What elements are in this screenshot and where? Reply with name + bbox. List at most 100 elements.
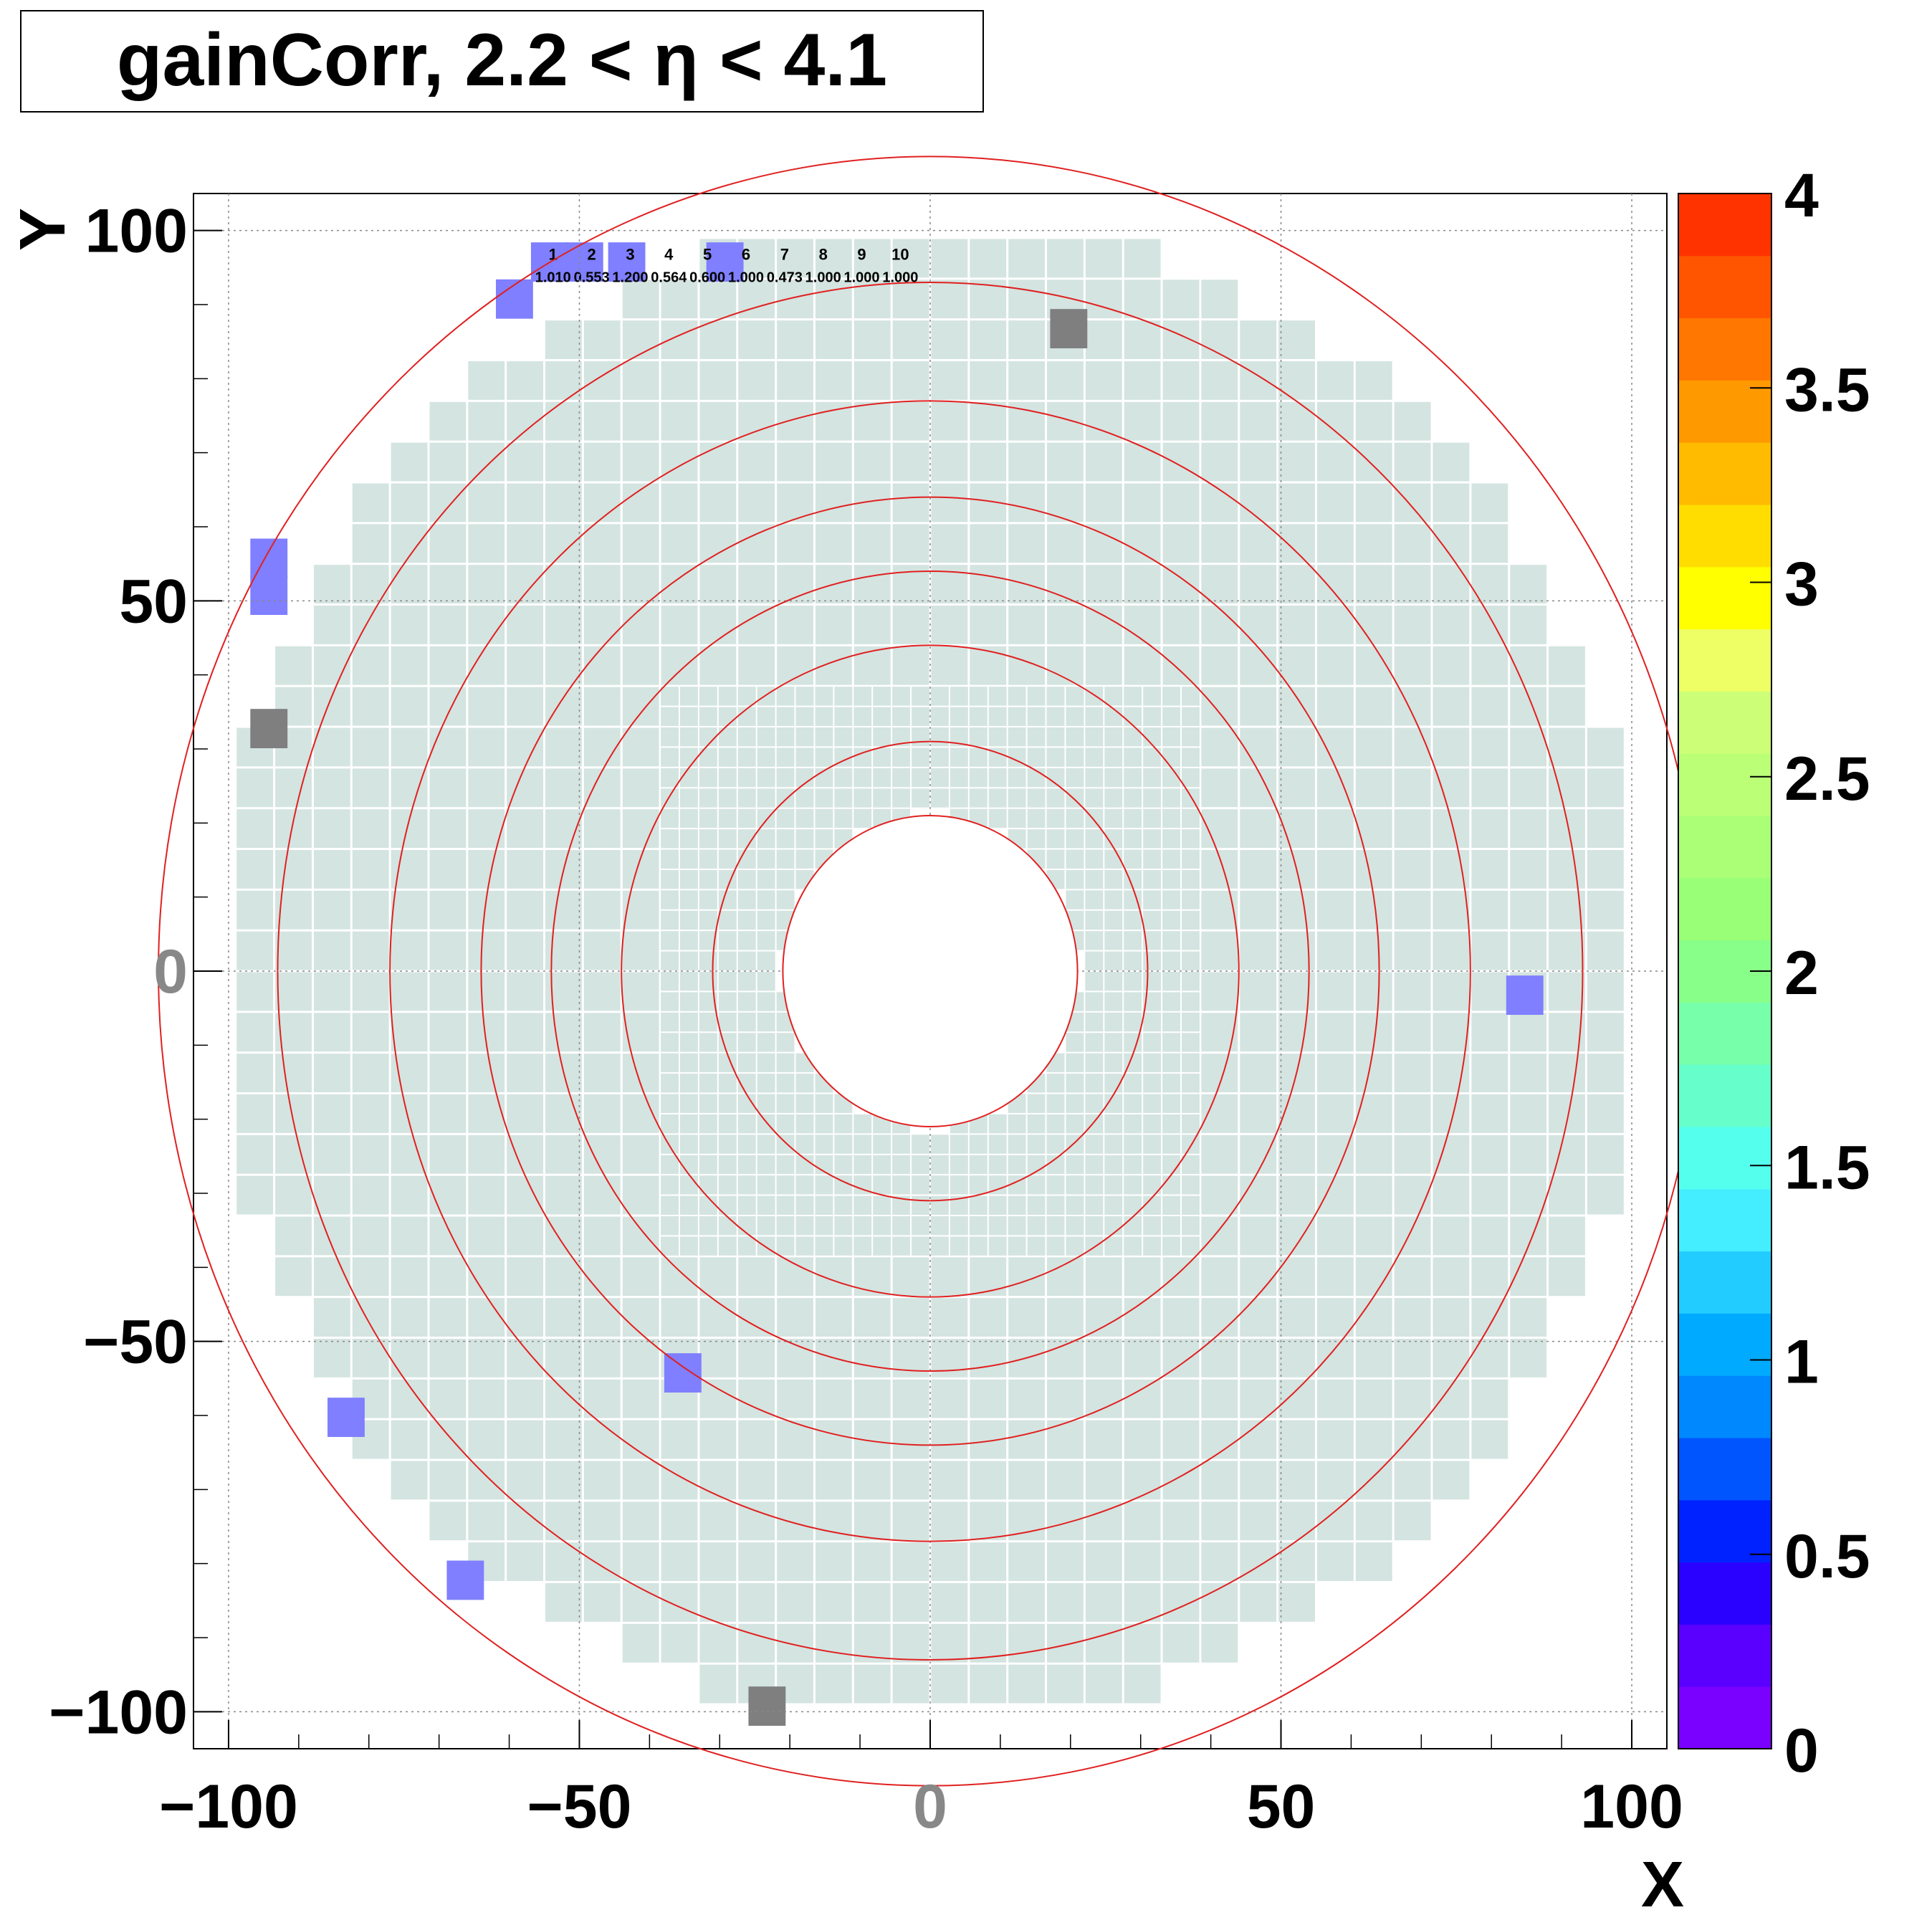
cell [429, 808, 467, 849]
cell [506, 889, 545, 930]
cell [853, 1256, 891, 1297]
cell [1278, 1378, 1316, 1419]
inner-cell [775, 889, 795, 910]
inner-cell [1123, 1093, 1143, 1114]
cell [930, 360, 969, 401]
inner-cell [795, 1154, 815, 1175]
y-axis-label: Y [7, 208, 79, 251]
inner-cell [660, 1175, 679, 1195]
cell [1084, 1419, 1123, 1460]
cell [891, 1582, 930, 1623]
inner-cell [1084, 727, 1104, 748]
inner-cell [1026, 808, 1046, 829]
inner-cell [1181, 747, 1200, 768]
cell [853, 1460, 891, 1501]
inner-cell [891, 706, 912, 727]
cell [1239, 1216, 1278, 1256]
inner-cell [1162, 788, 1182, 808]
cell [1470, 686, 1509, 727]
cell [969, 1378, 1008, 1419]
inner-cell [1142, 1195, 1162, 1216]
inner-cell [853, 727, 873, 748]
inner-cell [775, 727, 795, 748]
inner-cell [1181, 869, 1200, 890]
cell [545, 889, 583, 930]
cell [583, 1297, 621, 1337]
cell [1162, 1460, 1200, 1501]
inner-cell [1046, 808, 1066, 829]
cell [1239, 1460, 1278, 1501]
cell [1354, 1134, 1393, 1175]
cell [1393, 1501, 1432, 1542]
colorbar-band [1678, 816, 1771, 879]
cell [429, 1175, 467, 1216]
cell [390, 1012, 429, 1053]
inner-cell [1084, 950, 1104, 972]
inner-cell [853, 1113, 873, 1135]
cell [1393, 564, 1432, 605]
cell [583, 401, 621, 441]
cell [891, 645, 930, 686]
cell [1278, 360, 1316, 401]
inner-cell [968, 1216, 988, 1236]
inner-cell [1026, 1175, 1046, 1195]
cell [1008, 645, 1046, 686]
inner-cell [1162, 1175, 1182, 1195]
cell [545, 1094, 583, 1134]
cell [390, 1419, 429, 1460]
cell [545, 1419, 583, 1460]
cell [429, 645, 467, 686]
cell [1470, 1297, 1509, 1337]
cell [621, 401, 660, 441]
cell [390, 441, 429, 482]
inner-cell [679, 930, 699, 951]
cell [1586, 1053, 1625, 1093]
cell [429, 1012, 467, 1053]
inner-cell [1181, 1216, 1200, 1236]
inner-cell [737, 1113, 757, 1135]
inner-cell [717, 828, 737, 849]
cell [429, 768, 467, 808]
inner-cell [911, 788, 930, 808]
cell [1354, 564, 1393, 605]
cell [583, 482, 621, 523]
highlight-cell [748, 1686, 786, 1726]
cell [891, 482, 930, 523]
cell [891, 238, 930, 279]
cell [1278, 1501, 1316, 1542]
cell [506, 1419, 545, 1460]
inner-cell [660, 849, 679, 869]
cell [621, 1378, 660, 1419]
cell [1278, 564, 1316, 605]
inner-cell [660, 686, 679, 707]
cell [545, 605, 583, 645]
cell [312, 1338, 351, 1378]
cell [467, 686, 506, 727]
inner-cell [1162, 1154, 1182, 1175]
inner-cell [737, 1032, 757, 1053]
cell [545, 441, 583, 482]
inner-cell [1084, 788, 1104, 808]
cell [1354, 686, 1393, 727]
cell [1200, 768, 1239, 808]
inner-cell [737, 909, 757, 931]
cell [545, 564, 583, 605]
inner-cell [679, 767, 699, 788]
cell [853, 605, 891, 645]
cell [312, 564, 351, 605]
cell [1470, 1338, 1509, 1378]
inner-cell [775, 849, 795, 869]
cell [1278, 605, 1316, 645]
cell [1316, 1460, 1354, 1501]
cell [545, 360, 583, 401]
cell [699, 1542, 737, 1582]
cell [583, 1094, 621, 1134]
cell [1509, 1216, 1548, 1256]
inner-cell [1007, 808, 1027, 829]
cell [351, 889, 390, 930]
inner-cell [1084, 706, 1104, 727]
inner-cell [737, 747, 757, 768]
cell [1354, 482, 1393, 523]
inner-cell [872, 747, 892, 768]
cell [1393, 1053, 1432, 1093]
